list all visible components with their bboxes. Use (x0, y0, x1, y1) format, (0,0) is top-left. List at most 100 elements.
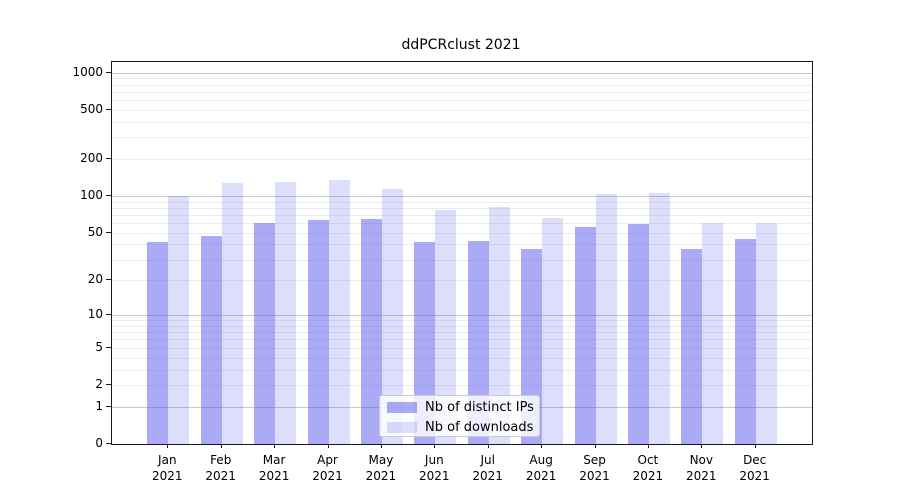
legend-swatch-downloads (387, 422, 417, 434)
bar-downloads (221, 183, 243, 444)
x-tick-label: May 2021 (365, 453, 397, 483)
bar-downloads (488, 207, 510, 444)
bar-downloads (595, 194, 617, 444)
gridline-minor (112, 201, 812, 203)
bar-distinct-ips (627, 224, 649, 444)
gridline-minor (112, 110, 812, 112)
bar-distinct-ips (414, 241, 436, 444)
x-tick-label: Nov 2021 (686, 453, 717, 483)
y-tick-label: 1000 (72, 64, 103, 79)
x-tick-label: Oct 2021 (632, 453, 664, 483)
gridline-major (112, 315, 812, 317)
x-tick-mark (274, 444, 276, 449)
bar-distinct-ips (254, 223, 276, 444)
bar-distinct-ips (681, 248, 703, 444)
x-tick-label: Jul 2021 (472, 453, 503, 483)
y-tick-mark (106, 231, 111, 233)
plot-area: Nb of distinct IPs Nb of downloads (111, 60, 813, 445)
legend-label-downloads: Nb of downloads (425, 420, 534, 436)
gridline-minor (112, 280, 812, 282)
legend-swatch-distinct-ips (387, 402, 417, 414)
gridline-major (112, 196, 812, 198)
gridline-major (112, 72, 812, 74)
gridline-minor (112, 84, 812, 86)
gridline-minor (112, 223, 812, 225)
bar-downloads (542, 218, 564, 444)
x-tick-mark (434, 444, 436, 449)
x-tick-label: Apr 2021 (312, 453, 343, 483)
y-tick-label: 2 (95, 376, 103, 391)
y-tick-label: 5 (95, 339, 103, 354)
bar-distinct-ips (734, 239, 756, 444)
gridline-minor (112, 357, 812, 359)
gridline-minor (112, 332, 812, 334)
gridline-minor (112, 320, 812, 322)
x-tick-label: Sep 2021 (579, 453, 610, 483)
gridline-minor (112, 347, 812, 349)
x-tick-mark (701, 444, 703, 449)
x-tick-mark (327, 444, 329, 449)
x-tick-mark (167, 444, 169, 449)
y-tick-label: 500 (80, 102, 103, 117)
x-tick-label: Mar 2021 (258, 453, 290, 483)
gridline-minor (112, 369, 812, 371)
x-tick-mark (487, 444, 489, 449)
y-tick-mark (106, 71, 111, 73)
gridline-minor (112, 325, 812, 327)
y-tick-mark (106, 158, 111, 160)
legend-item-distinct-ips: Nb of distinct IPs (380, 398, 539, 418)
gridline-minor (112, 207, 812, 209)
y-tick-label: 100 (80, 188, 103, 203)
bar-downloads (648, 192, 670, 444)
bar-distinct-ips (467, 240, 489, 444)
x-tick-label: Dec 2021 (739, 453, 770, 483)
bar-distinct-ips (147, 241, 169, 444)
gridline-minor (112, 137, 812, 139)
y-tick-label: 200 (80, 151, 103, 166)
bar-downloads (702, 223, 724, 444)
x-tick-mark (380, 444, 382, 449)
y-tick-mark (106, 443, 111, 444)
legend-label-distinct-ips: Nb of distinct IPs (425, 400, 534, 416)
chart-title: ddPCRclust 2021 (401, 37, 521, 53)
gridline-minor (112, 259, 812, 261)
x-tick-mark (754, 444, 756, 449)
legend: Nb of distinct IPs Nb of downloads (379, 394, 540, 438)
gridline-minor (112, 159, 812, 161)
gridline-minor (112, 91, 812, 93)
y-tick-mark (106, 109, 111, 111)
y-tick-label: 0 (95, 436, 103, 450)
bar-distinct-ips (574, 226, 596, 444)
y-tick-mark (106, 405, 111, 407)
x-tick-label: Feb 2021 (205, 453, 236, 483)
x-tick-label: Jan 2021 (152, 453, 183, 483)
gridline-minor (112, 78, 812, 80)
x-tick-mark (594, 444, 596, 449)
y-tick-mark (106, 383, 111, 385)
x-tick-mark (541, 444, 543, 449)
bar-downloads (328, 180, 350, 444)
bar-downloads (275, 182, 297, 444)
gridline-minor (112, 339, 812, 341)
gridline-minor (112, 232, 812, 234)
bar-downloads (435, 209, 457, 444)
bar-distinct-ips (200, 236, 222, 444)
bar-downloads (381, 189, 403, 444)
gridline-minor (112, 121, 812, 123)
bar-downloads (168, 196, 190, 444)
bar-distinct-ips (307, 219, 329, 444)
gridline-minor (112, 384, 812, 386)
bar-downloads (755, 223, 777, 444)
bar-distinct-ips (360, 218, 382, 444)
gridline-minor (112, 214, 812, 216)
gridline-minor (112, 100, 812, 102)
y-tick-label: 1 (95, 398, 103, 413)
y-tick-label: 20 (87, 272, 103, 287)
x-tick-mark (220, 444, 222, 449)
legend-item-downloads: Nb of downloads (380, 418, 539, 438)
y-tick-mark (106, 195, 111, 197)
gridline-minor (112, 244, 812, 246)
y-tick-label: 10 (87, 307, 103, 322)
y-tick-label: 50 (87, 224, 103, 239)
